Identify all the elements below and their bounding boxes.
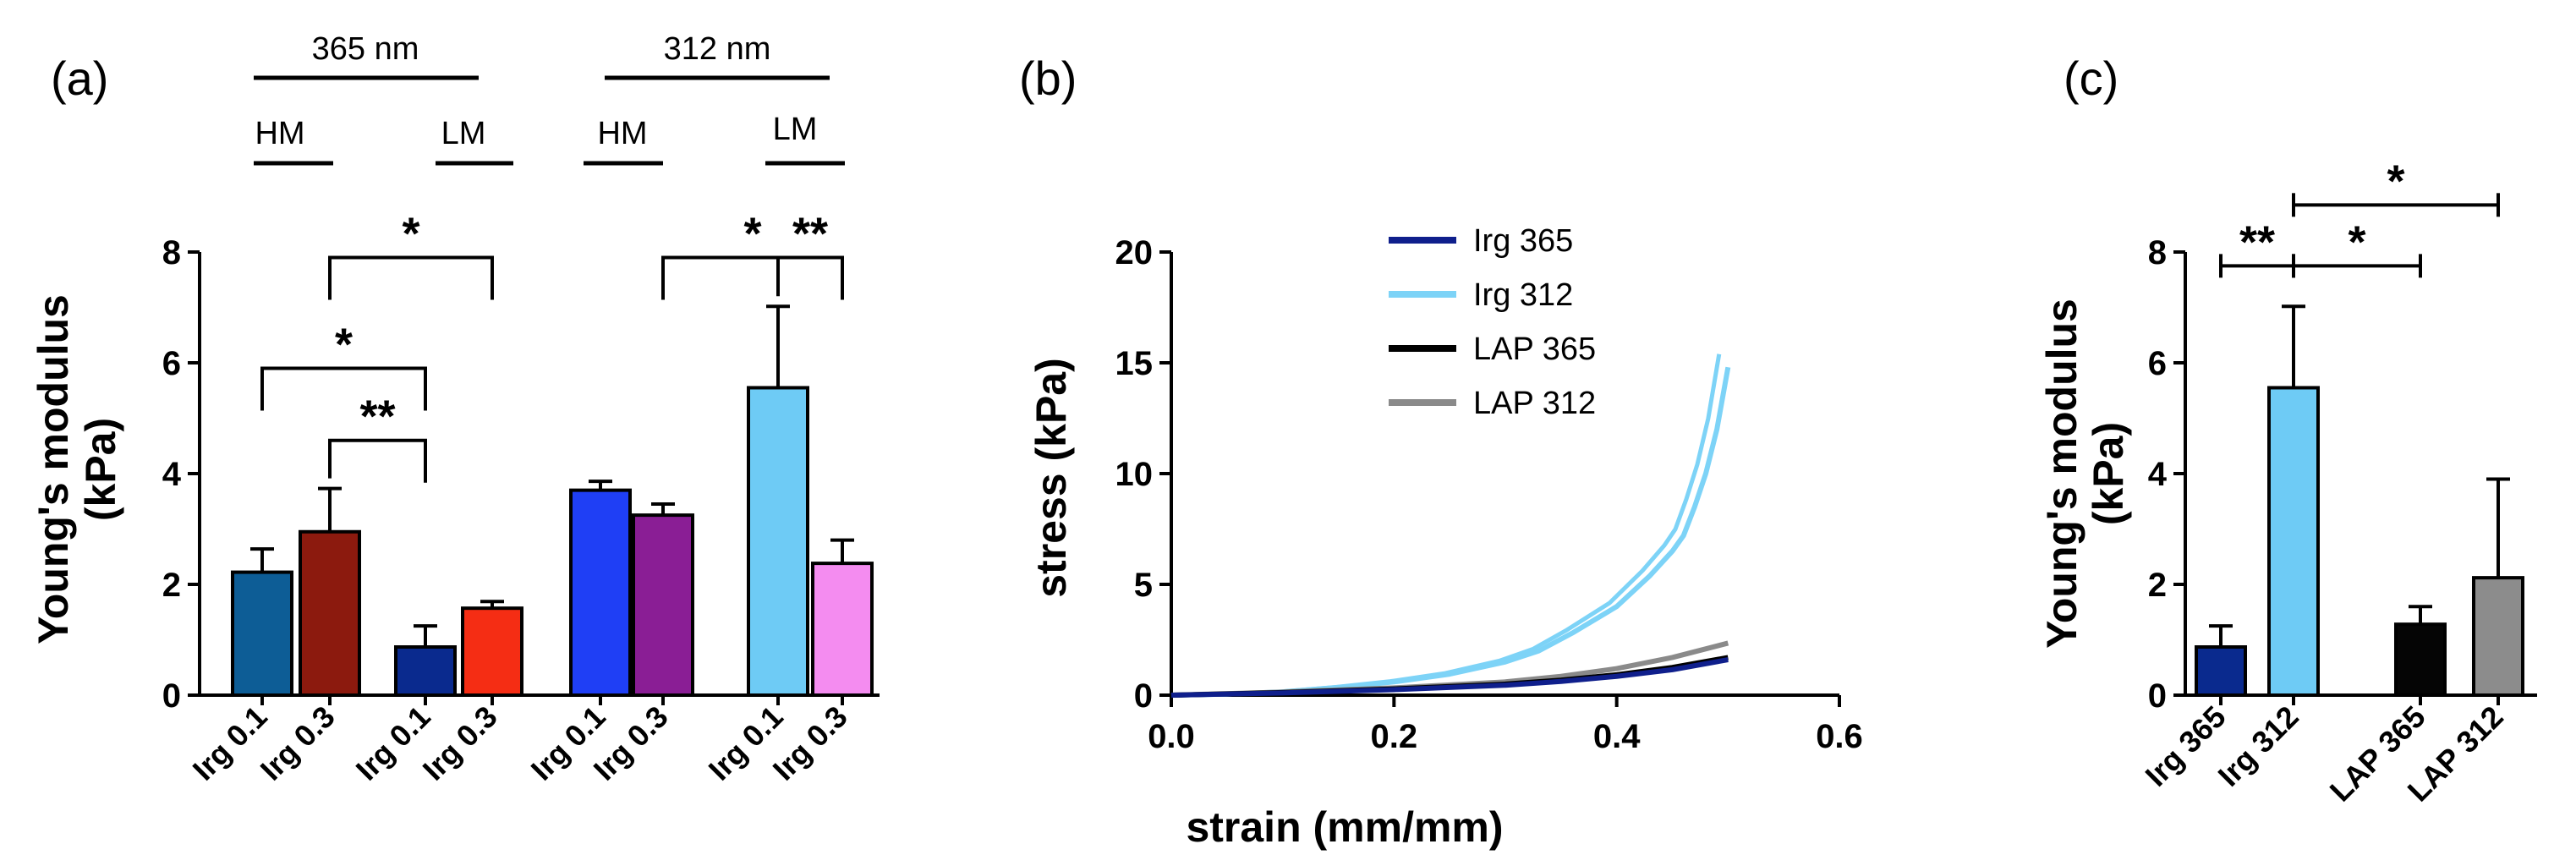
x-tick-label: 0.0 bbox=[1148, 718, 1195, 755]
bar bbox=[394, 645, 457, 698]
x-tick-label: Irg 0.1 bbox=[349, 699, 437, 787]
y-tick-label: 6 bbox=[162, 345, 181, 382]
y-tick-label: 0 bbox=[2148, 677, 2167, 715]
significance-label: ** bbox=[359, 392, 395, 442]
y-tick-label: 0 bbox=[162, 677, 181, 715]
significance-label: * bbox=[2387, 156, 2404, 206]
panel-a-ylabel-units: (kPa) bbox=[77, 418, 124, 521]
bar bbox=[811, 562, 874, 697]
subgroup-label-365-lm: LM bbox=[441, 116, 486, 151]
significance-label: * bbox=[743, 209, 761, 260]
y-tick-label: 2 bbox=[162, 567, 181, 604]
bar bbox=[2195, 645, 2247, 698]
bar bbox=[2394, 622, 2447, 697]
x-tick-label: 0.6 bbox=[1816, 718, 1863, 755]
x-tick-label: Irg 0.3 bbox=[254, 699, 342, 787]
series-line bbox=[1170, 657, 1729, 698]
panel-b-ylabel: stress (kPa) bbox=[1028, 358, 1075, 598]
panel-b-chart: stress (kPa) strain (mm/mm) 0 5 10 15 20 0.0 0… bbox=[1028, 223, 1863, 851]
significance-bracket bbox=[661, 255, 844, 300]
subgroup-label-312-hm: HM bbox=[597, 116, 647, 151]
x-tick-label: 0.2 bbox=[1371, 718, 1418, 755]
panel-label-b: (b) bbox=[1019, 52, 1077, 105]
panel-a-ylabel: Young's modulus bbox=[30, 294, 77, 644]
subgroup-label-312-lm: LM bbox=[773, 112, 818, 147]
y-tick-label: 5 bbox=[1134, 567, 1153, 604]
bar bbox=[2472, 576, 2524, 698]
x-tick-label: Irg 312 bbox=[2212, 699, 2305, 793]
significance-label: ** bbox=[792, 209, 828, 260]
subgroup-label-365-hm: HM bbox=[255, 116, 304, 151]
x-tick-label: Irg 0.3 bbox=[766, 699, 854, 787]
x-tick-label: Irg 0.1 bbox=[186, 699, 274, 787]
y-tick-label: 6 bbox=[2148, 345, 2167, 382]
bar bbox=[747, 386, 809, 697]
significance-label: * bbox=[2348, 216, 2365, 267]
y-tick-label: 2 bbox=[2148, 567, 2167, 604]
y-tick-label: 0 bbox=[1134, 677, 1153, 715]
y-tick-label: 8 bbox=[2148, 234, 2167, 271]
significance-bracket bbox=[328, 255, 494, 300]
x-tick-label: Irg 0.3 bbox=[416, 699, 504, 787]
legend-label: Irg 365 bbox=[1473, 223, 1573, 259]
group-label-312nm: 312 nm bbox=[664, 31, 771, 67]
bar bbox=[2267, 386, 2320, 697]
group-label-365nm: 365 nm bbox=[312, 31, 419, 67]
significance-label: ** bbox=[2239, 216, 2275, 267]
panel-label-a: (a) bbox=[51, 52, 108, 105]
bar bbox=[632, 513, 694, 697]
y-tick-label: 4 bbox=[2148, 456, 2168, 493]
y-tick-label: 4 bbox=[162, 456, 182, 493]
bar bbox=[461, 606, 523, 697]
significance-label: * bbox=[402, 209, 419, 260]
significance-bracket bbox=[776, 255, 844, 300]
bar bbox=[231, 570, 293, 698]
bar bbox=[299, 529, 361, 698]
legend-label: LAP 365 bbox=[1473, 332, 1596, 367]
y-tick-label: 8 bbox=[162, 234, 181, 271]
panel-a-chart: Young's modulus (kPa) 365 nm 312 nm HM L… bbox=[30, 31, 880, 787]
panel-c-ylabel: Young's modulus bbox=[2038, 299, 2085, 649]
significance-bracket bbox=[328, 438, 427, 483]
legend-label: Irg 312 bbox=[1473, 277, 1573, 313]
panel-label-c: (c) bbox=[2064, 52, 2118, 105]
x-tick-label: 0.4 bbox=[1593, 718, 1641, 755]
y-tick-label: 10 bbox=[1115, 456, 1154, 493]
panel-c-ylabel-units: (kPa) bbox=[2085, 422, 2132, 525]
significance-label: * bbox=[335, 320, 353, 370]
y-tick-label: 20 bbox=[1115, 234, 1154, 271]
legend-label: LAP 312 bbox=[1473, 386, 1596, 421]
y-tick-label: 15 bbox=[1115, 345, 1154, 382]
panel-b-xlabel: strain (mm/mm) bbox=[1186, 803, 1503, 851]
series-line bbox=[1170, 366, 1731, 698]
bar bbox=[569, 488, 632, 698]
significance-bracket bbox=[260, 366, 427, 411]
